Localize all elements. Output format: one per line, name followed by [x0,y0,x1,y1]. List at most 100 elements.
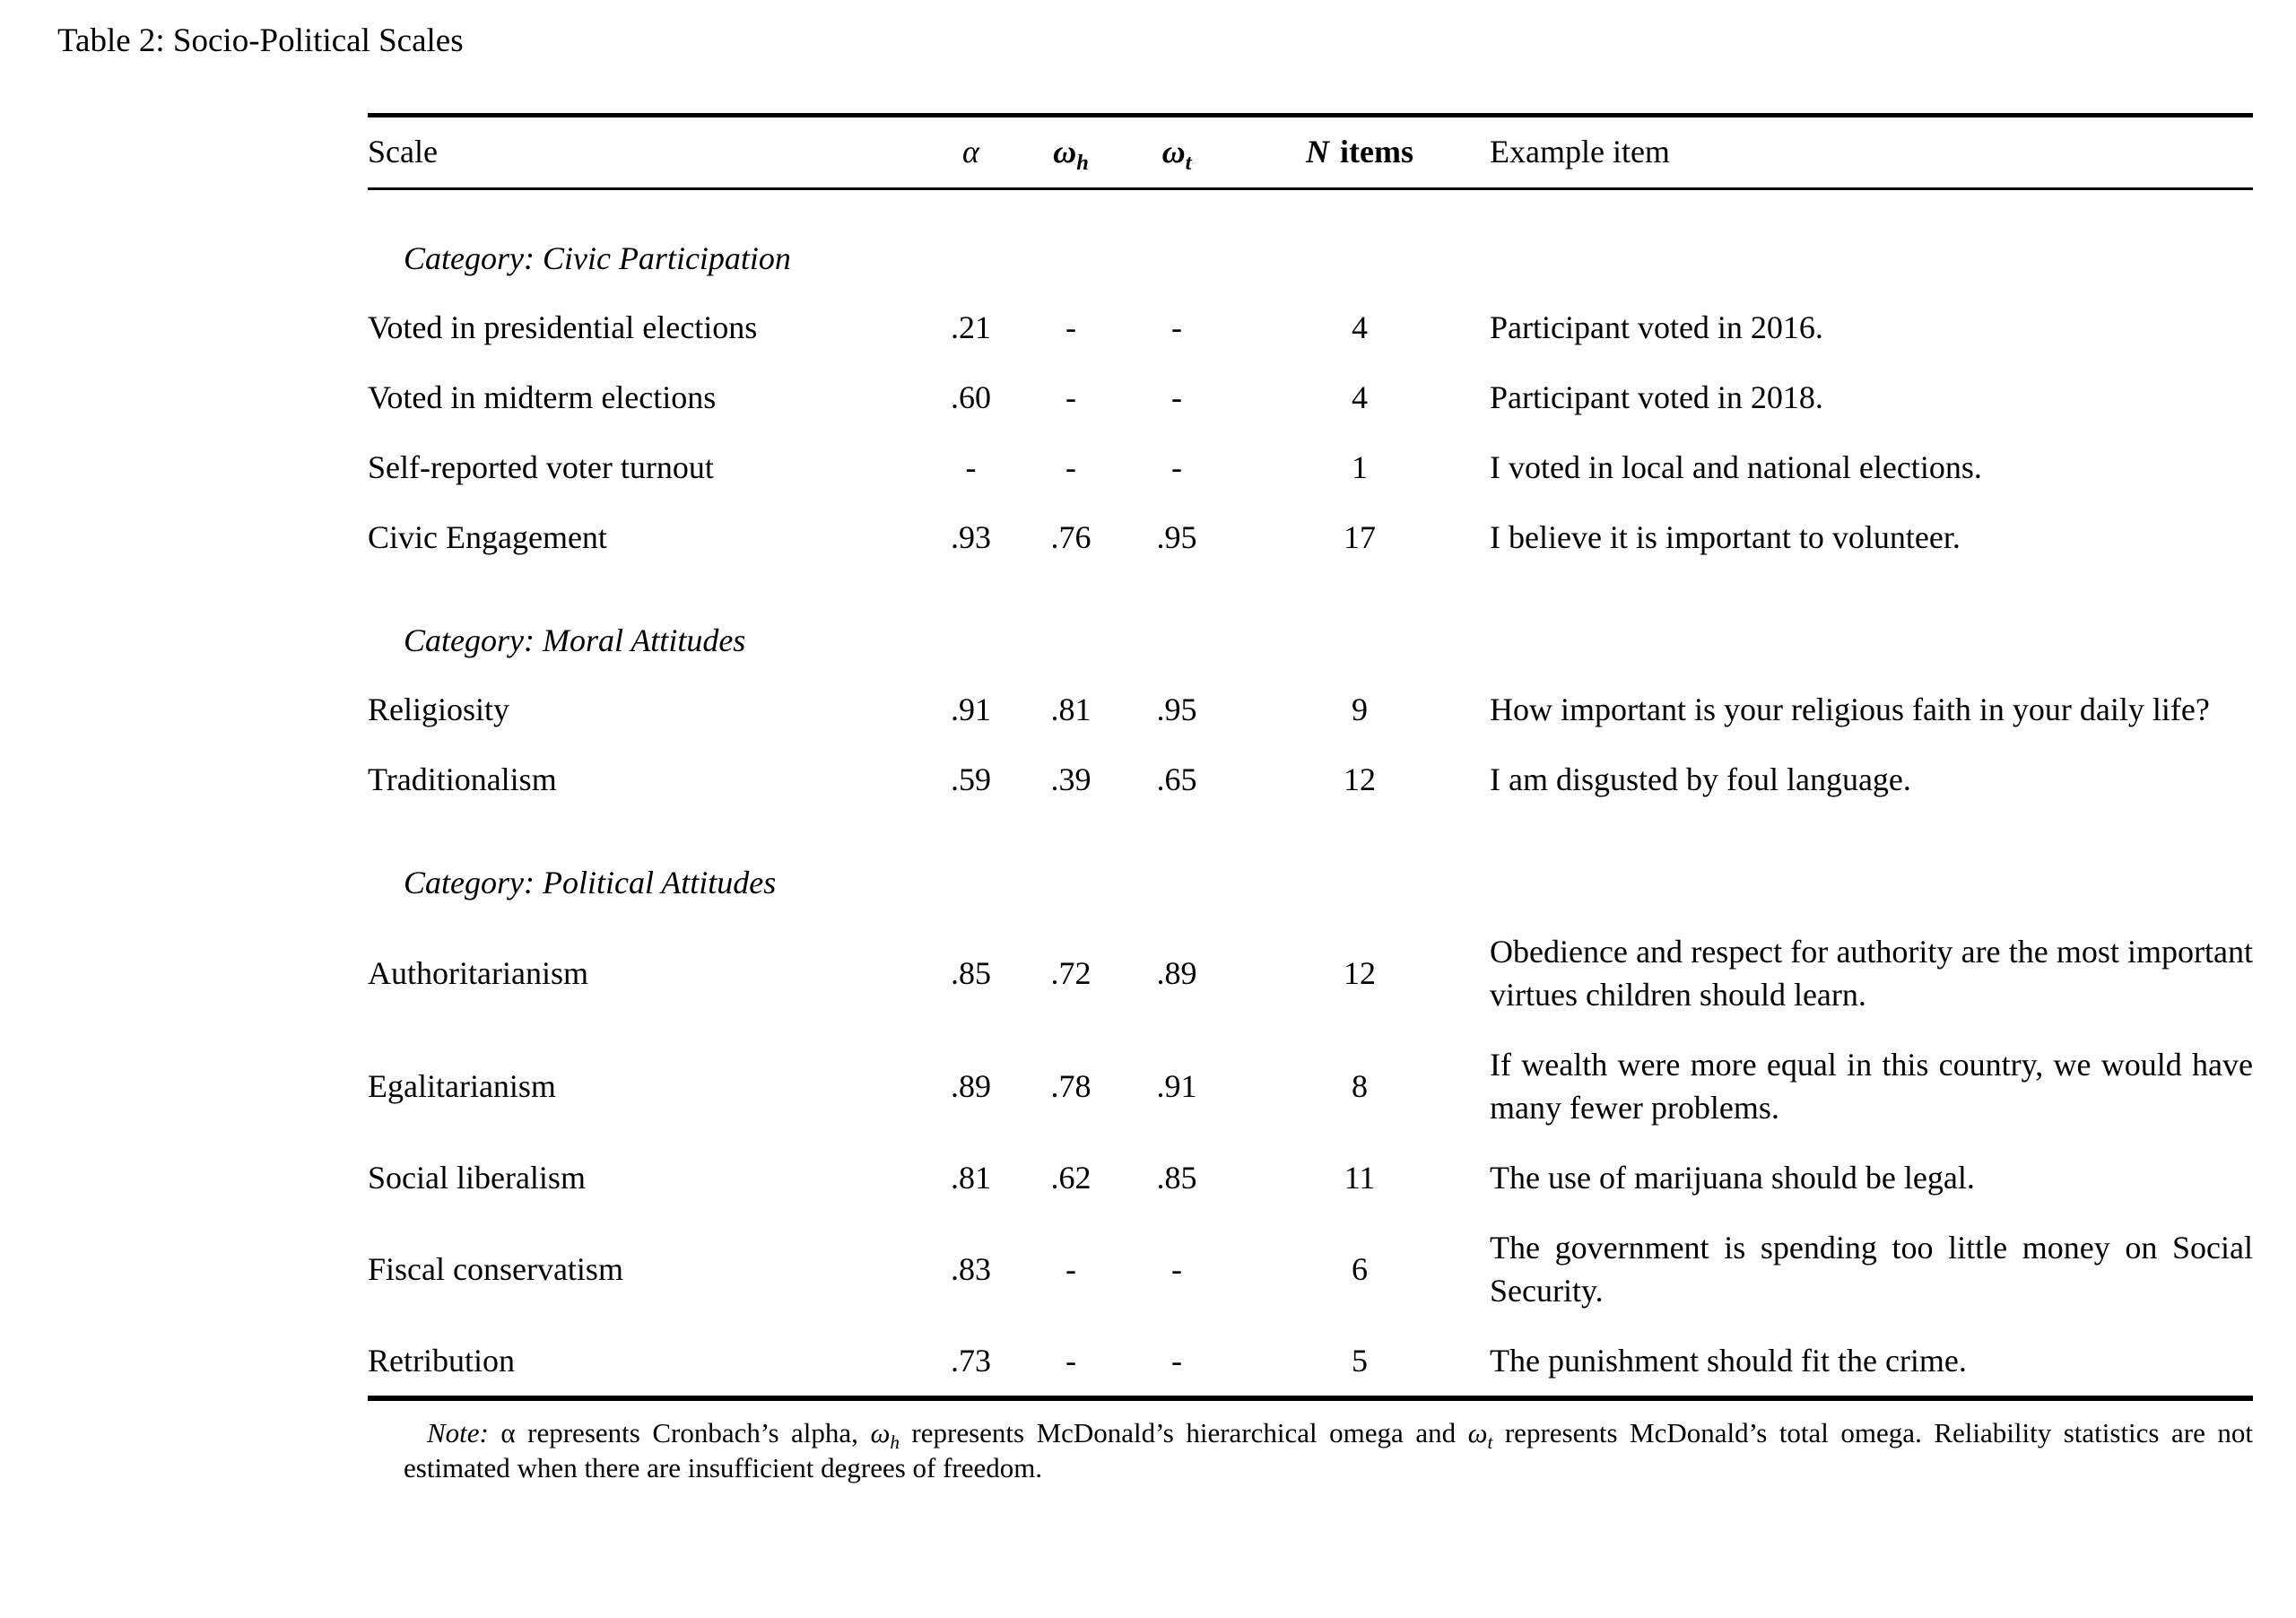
category-label: Category: Moral Attitudes [404,622,746,658]
category-row: Category: Civic Participation [368,189,2253,293]
n-items-value: 4 [1352,309,1368,345]
omega-h-value: - [1065,1251,1076,1287]
scale-name: Civic Engagement [368,519,607,555]
n-items-value: 12 [1344,761,1376,797]
table-caption: Table 2: Socio-Political Scales [57,22,464,59]
table-row: Authoritarianism .85 .72 .89 12 Obedienc… [368,917,2253,1030]
note-label: Note: [427,1417,489,1448]
scale-name: Voted in presidential elections [368,309,758,345]
table-row: Civic Engagement .93 .76 .95 17 I believ… [368,502,2253,572]
omega-t-value: - [1171,1343,1182,1379]
n-items-value: 5 [1352,1343,1368,1379]
omega-h-value: .76 [1050,519,1091,555]
omega-t-value: - [1171,379,1182,415]
table-row: Social liberalism .81 .62 .85 11 The use… [368,1143,2253,1213]
omega-t-value: .95 [1156,692,1197,727]
n-items-value: 4 [1352,379,1368,415]
omega-h-value: .78 [1050,1068,1091,1104]
table-note: Note: α represents Cronbach’s alpha, ωh … [404,1415,2253,1485]
n-items-value: 17 [1344,519,1376,555]
note-text: α represents Cronbach’s alpha, [488,1417,871,1448]
col-header-example-item: Example item [1490,115,2253,190]
n-items-value: 12 [1344,955,1376,991]
scale-name: Traditionalism [368,761,557,797]
alpha-symbol: α [962,134,979,170]
omega-h-subscript: h [890,1431,900,1454]
omega-t-subscript: t [1487,1431,1493,1454]
category-label: Category: Political Attitudes [404,865,777,900]
category-label: Category: Civic Participation [404,240,791,276]
omega-h-value: - [1065,379,1076,415]
example-item: The government is spending too little mo… [1490,1230,2253,1309]
col-header-alpha: α [924,115,1018,190]
omega-t-symbol: ω [1467,1417,1488,1448]
scale-name: Self-reported voter turnout [368,449,714,485]
example-item: The punishment should fit the crime. [1490,1343,1967,1379]
table-row: Retribution .73 - - 5 The punishment sho… [368,1326,2253,1398]
omega-t-value: .65 [1156,761,1197,797]
paper-page: Table 2: Socio-Political Scales Scale α … [0,22,2296,1618]
n-items-value: 9 [1352,692,1368,727]
omega-t-value: .89 [1156,955,1197,991]
omega-t-value: - [1171,309,1182,345]
omega-h-symbol: ω [870,1417,891,1448]
alpha-value: .89 [951,1068,991,1104]
omega-h-value: - [1065,449,1076,485]
category-row: Category: Moral Attitudes [368,572,2253,674]
alpha-value: .59 [951,761,991,797]
col-header-scale: Scale [368,115,924,190]
omega-h-value: .62 [1050,1160,1091,1196]
omega-t-value: .85 [1156,1160,1197,1196]
example-item: Participant voted in 2018. [1490,379,1823,415]
alpha-value: .91 [951,692,991,727]
alpha-value: .21 [951,309,991,345]
table-row: Fiscal conservatism .83 - - 6 The govern… [368,1213,2253,1326]
alpha-value: .60 [951,379,991,415]
example-item: The use of marijuana should be legal. [1490,1160,1975,1196]
omega-t-value: .95 [1156,519,1197,555]
omega-t-value: .91 [1156,1068,1197,1104]
omega-t-value: - [1171,449,1182,485]
omega-h-value: .81 [1050,692,1091,727]
col-header-omega-h: ωh [1018,115,1124,190]
table-row: Voted in midterm elections .60 - - 4 Par… [368,362,2253,432]
scale-name: Voted in midterm elections [368,379,717,415]
alpha-value: .93 [951,519,991,555]
n-items-value: 11 [1344,1160,1376,1196]
col-header-omega-t: ωt [1124,115,1230,190]
n-symbol: N [1306,134,1330,170]
scale-name: Religiosity [368,692,510,727]
category-row: Category: Political Attitudes [368,814,2253,917]
omega-h-value: .39 [1050,761,1091,797]
scale-name: Social liberalism [368,1160,586,1196]
alpha-value: .85 [951,955,991,991]
scale-name: Authoritarianism [368,955,588,991]
omega-h-value: - [1065,309,1076,345]
example-item: I believe it is important to volunteer. [1490,519,1961,555]
table-row: Egalitarianism .89 .78 .91 8 If wealth w… [368,1030,2253,1143]
n-items-value: 1 [1352,449,1368,485]
example-item: I voted in local and national elections. [1490,449,1982,485]
alpha-value: - [965,449,977,485]
example-item: I am disgusted by foul language. [1490,761,1911,797]
note-text: represents McDonald’s total omega. Relia… [404,1417,2253,1483]
alpha-value: .73 [951,1343,991,1379]
scale-name: Fiscal conservatism [368,1251,623,1287]
table-row: Religiosity .91 .81 .95 9 How important … [368,674,2253,744]
omega-t-value: - [1171,1251,1182,1287]
omega-h-subscript: h [1076,151,1089,176]
items-label: items [1340,134,1413,170]
omega-symbol: ω [1053,134,1077,170]
alpha-value: .83 [951,1251,991,1287]
example-item: Obedience and respect for authority are … [1490,934,2253,1013]
omega-t-subscript: t [1185,151,1192,176]
example-item: If wealth were more equal in this countr… [1490,1047,2253,1126]
note-text: represents McDonald’s hierarchical omega… [899,1417,1468,1448]
omega-symbol: ω [1161,134,1186,170]
table-row: Traditionalism .59 .39 .65 12 I am disgu… [368,744,2253,814]
scale-name: Retribution [368,1343,515,1379]
table-row: Voted in presidential elections .21 - - … [368,292,2253,362]
